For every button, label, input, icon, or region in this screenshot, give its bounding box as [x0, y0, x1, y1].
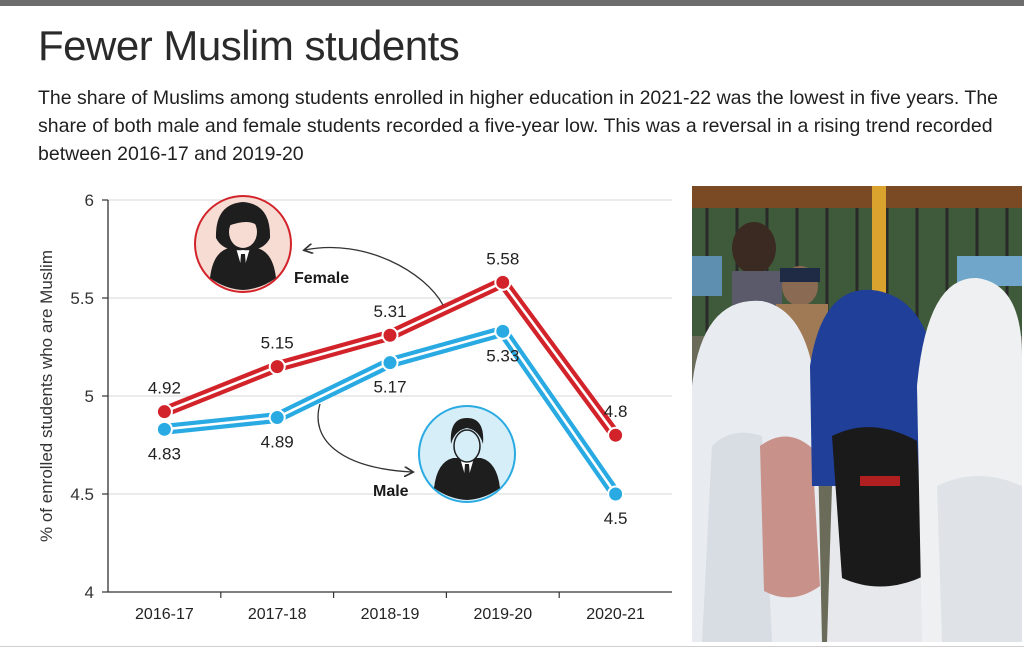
female-data-label: 4.92	[148, 379, 181, 398]
students-photo	[692, 186, 1022, 642]
female-data-label: 4.8	[604, 402, 628, 421]
y-axis-label: % of enrolled students who are Muslim	[37, 250, 56, 542]
male-data-label: 4.83	[148, 444, 181, 463]
y-tick-label: 4	[85, 583, 94, 602]
male-data-label: 5.33	[486, 346, 519, 365]
female-data-label: 5.15	[261, 334, 294, 353]
bottom-divider	[0, 646, 1024, 647]
male-data-point	[494, 322, 512, 340]
y-tick-label: 4.5	[70, 485, 94, 504]
male-student-icon	[418, 405, 516, 503]
female-data-point	[494, 273, 512, 291]
legend-label-female: Female	[294, 270, 349, 287]
y-tick-label: 6	[85, 191, 94, 210]
male-data-label: 4.5	[604, 509, 628, 528]
line-chart: 4 4.5 5 5.5 6 2016-17 2017-18 2018-19 2019-20 202…	[37, 191, 672, 623]
y-tick-label: 5	[85, 387, 94, 406]
male-data-label: 5.17	[373, 378, 406, 397]
female-data-point	[155, 403, 173, 421]
female-data-point	[607, 426, 625, 444]
male-data-point	[268, 409, 286, 427]
male-data-point	[155, 420, 173, 438]
chart-subtitle: The share of Muslims among students enro…	[38, 87, 999, 165]
male-data-point	[381, 354, 399, 372]
female-data-label: 5.58	[486, 249, 519, 268]
female-data-label: 5.31	[373, 302, 406, 321]
y-tick-label: 5.5	[70, 289, 94, 308]
legend-label-male: Male	[373, 483, 409, 500]
female-data-point	[268, 358, 286, 376]
x-tick-label: 2020-21	[586, 606, 645, 623]
x-tick-label: 2019-20	[473, 606, 532, 623]
chart-title: Fewer Muslim students	[38, 22, 460, 69]
x-tick-label: 2017-18	[248, 606, 307, 623]
male-annotation-arrow	[317, 403, 412, 472]
x-tick-label: 2018-19	[361, 606, 420, 623]
male-data-point	[607, 485, 625, 503]
male-data-label: 4.89	[261, 433, 294, 452]
top-divider	[0, 0, 1024, 6]
x-tick-label: 2016-17	[135, 606, 194, 623]
female-annotation-arrow	[305, 248, 444, 306]
female-student-icon	[194, 195, 292, 293]
female-data-point	[381, 326, 399, 344]
